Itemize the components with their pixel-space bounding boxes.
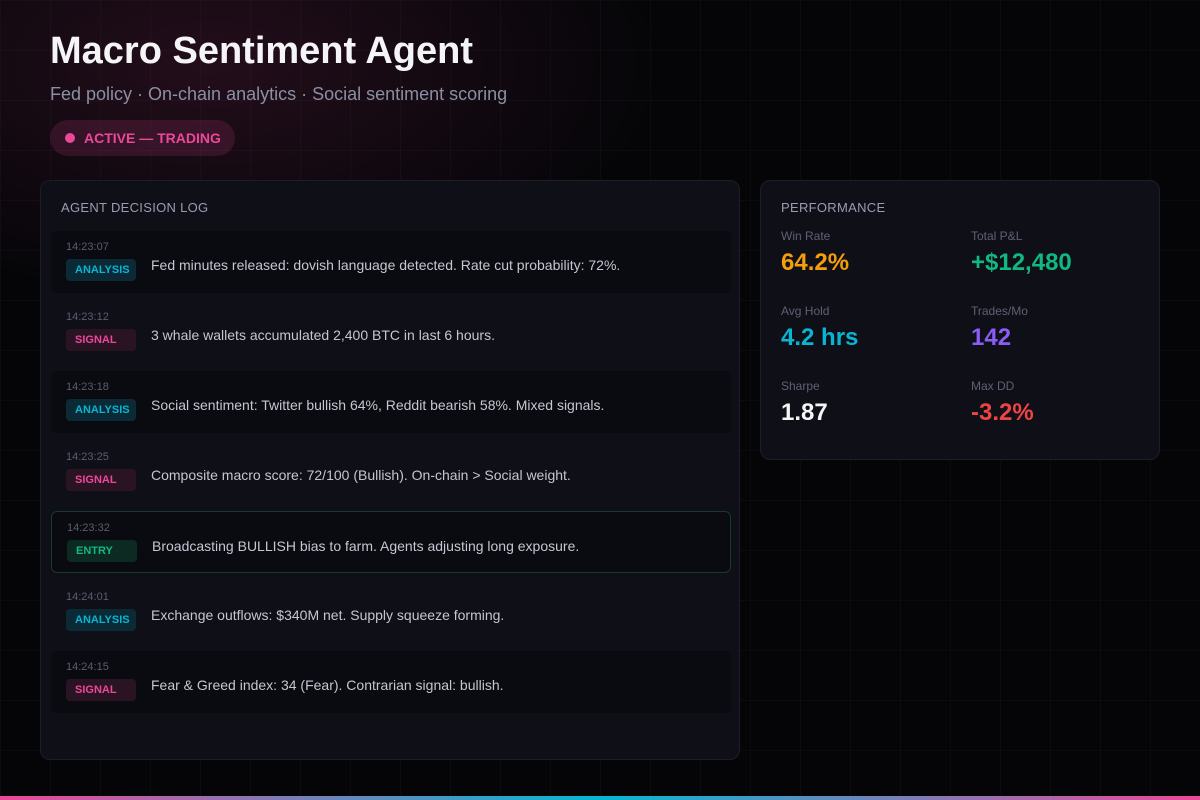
log-time: 14:23:12	[66, 311, 109, 323]
panel-title: AGENT DECISION LOG	[61, 200, 209, 215]
log-entry: 14:23:18 ANALYSIS Social sentiment: Twitte…	[51, 371, 731, 433]
stat-value: -3.2%	[971, 399, 1034, 426]
decision-log-panel: AGENT DECISION LOG 14:23:07 ANALYSIS Fed m…	[40, 180, 740, 760]
log-message: 3 whale wallets accumulated 2,400 BTC in…	[151, 327, 495, 343]
log-time: 14:24:15	[66, 661, 109, 673]
stat-win-rate: Win Rate 64.2%	[781, 229, 849, 277]
log-entry: 14:23:25 SIGNAL Composite macro score: 72/…	[51, 441, 731, 503]
log-message: Fed minutes released: dovish language de…	[151, 257, 621, 273]
panel-title: PERFORMANCE	[781, 200, 886, 215]
log-message: Broadcasting BULLISH bias to farm. Agent…	[152, 538, 580, 554]
stat-value: 142	[971, 324, 1012, 351]
log-entry: 14:23:07 ANALYSIS Fed minutes released: do…	[51, 231, 731, 293]
stat-label: Max DD	[971, 379, 1015, 393]
log-time: 14:23:18	[66, 381, 109, 393]
stat-value: 1.87	[781, 399, 828, 426]
log-time: 14:23:32	[67, 522, 110, 534]
status-badge: ACTIVE — TRADING	[50, 120, 235, 156]
stat-total-p-l: Total P&L +$12,480	[971, 229, 1072, 277]
stat-avg-hold: Avg Hold 4.2 hrs	[781, 304, 858, 352]
log-tag-signal: SIGNAL	[66, 679, 136, 701]
stat-label: Avg Hold	[781, 304, 830, 318]
stat-label: Sharpe	[781, 379, 820, 393]
stat-sharpe: Sharpe 1.87	[781, 379, 828, 427]
log-time: 14:23:25	[66, 451, 109, 463]
status-dot-icon	[65, 133, 75, 143]
log-time: 14:23:07	[66, 241, 109, 253]
log-entry: 14:24:15 SIGNAL Fear & Greed index: 34 (Fe…	[51, 651, 731, 713]
log-message: Exchange outflows: $340M net. Supply squ…	[151, 607, 505, 623]
page-subtitle: Fed policy · On-chain analytics · Social…	[50, 84, 508, 104]
performance-panel: PERFORMANCE Win Rate 64.2% Total P&L +$12,4…	[760, 180, 1160, 460]
stat-max-dd: Max DD -3.2%	[971, 379, 1034, 427]
stat-value: 4.2 hrs	[781, 324, 859, 351]
log-entry: 14:23:32 ENTRY Broadcasting BULLISH bias t…	[51, 511, 731, 573]
log-tag-analysis: ANALYSIS	[66, 259, 136, 281]
status-label: ACTIVE — TRADING	[84, 130, 221, 146]
accent-gradient-bar	[0, 796, 1200, 800]
log-tag-analysis: ANALYSIS	[66, 399, 136, 421]
log-tag-signal: SIGNAL	[66, 329, 136, 351]
stat-label: Trades/Mo	[971, 304, 1028, 318]
stat-trades-mo: Trades/Mo 142	[971, 304, 1028, 352]
stat-value: +$12,480	[971, 249, 1072, 276]
log-tag-signal: SIGNAL	[66, 469, 136, 491]
log-tag-analysis: ANALYSIS	[66, 609, 136, 631]
log-time: 14:24:01	[66, 591, 109, 603]
page-title: Macro Sentiment Agent	[50, 30, 473, 72]
stat-label: Total P&L	[971, 229, 1023, 243]
stat-value: 64.2%	[781, 249, 850, 276]
log-entry: 14:23:12 SIGNAL 3 whale wallets accumulate…	[51, 301, 731, 363]
log-entry: 14:24:01 ANALYSIS Exchange outflows: $340M…	[51, 581, 731, 643]
log-tag-entry: ENTRY	[67, 540, 137, 562]
log-message: Fear & Greed index: 34 (Fear). Contraria…	[151, 677, 504, 693]
stat-label: Win Rate	[781, 229, 831, 243]
log-message: Social sentiment: Twitter bullish 64%, R…	[151, 397, 605, 413]
log-message: Composite macro score: 72/100 (Bullish).…	[151, 467, 571, 483]
